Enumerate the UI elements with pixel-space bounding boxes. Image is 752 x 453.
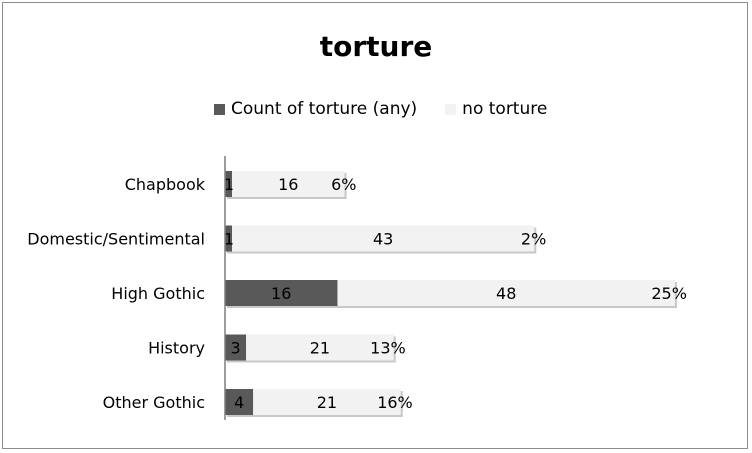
- percent-label: 16%: [377, 393, 413, 412]
- data-label-no-torture: 48: [496, 284, 516, 303]
- percent-label: 13%: [370, 339, 406, 358]
- legend-label-no-torture: no torture: [462, 99, 548, 119]
- data-label-torture: 16: [271, 284, 291, 303]
- percent-label: 25%: [651, 284, 687, 303]
- bar-no-torture: [253, 389, 401, 415]
- data-label-no-torture: 21: [310, 339, 330, 358]
- category-label: Other Gothic: [103, 393, 205, 412]
- bar-torture: [225, 225, 233, 252]
- data-label-no-torture: 43: [373, 230, 393, 249]
- bar-torture: [225, 171, 233, 197]
- data-label-no-torture: 21: [317, 393, 337, 412]
- bar-no-torture: [232, 225, 535, 252]
- bar-no-torture: [337, 280, 675, 306]
- category-label: History: [148, 339, 205, 358]
- legend-item-torture: Count of torture (any): [214, 99, 417, 119]
- percent-label: 2%: [521, 230, 546, 249]
- legend-swatch-no-torture: [445, 103, 457, 115]
- category-label: Domestic/Sentimental: [27, 230, 205, 249]
- bar-no-torture: [246, 334, 394, 361]
- data-label-no-torture: 16: [278, 175, 298, 194]
- category-label: Chapbook: [125, 175, 206, 194]
- data-label-torture: 4: [234, 393, 244, 412]
- legend-label-torture: Count of torture (any): [231, 99, 418, 119]
- bar-torture: [225, 389, 254, 415]
- legend-swatch-torture: [214, 103, 225, 115]
- bar-torture: [225, 280, 338, 306]
- data-label-torture: 1: [224, 230, 234, 249]
- category-label: High Gothic: [111, 284, 205, 303]
- percent-label: 6%: [331, 175, 356, 194]
- data-label-torture: 1: [224, 175, 234, 194]
- chart-title: torture: [319, 30, 433, 63]
- bar-no-torture: [232, 171, 345, 197]
- bar-torture: [225, 334, 247, 361]
- legend-item-no-torture: no torture: [445, 99, 547, 119]
- data-label-torture: 3: [230, 339, 240, 358]
- chart-legend: Count of torture (any) no torture: [214, 97, 575, 121]
